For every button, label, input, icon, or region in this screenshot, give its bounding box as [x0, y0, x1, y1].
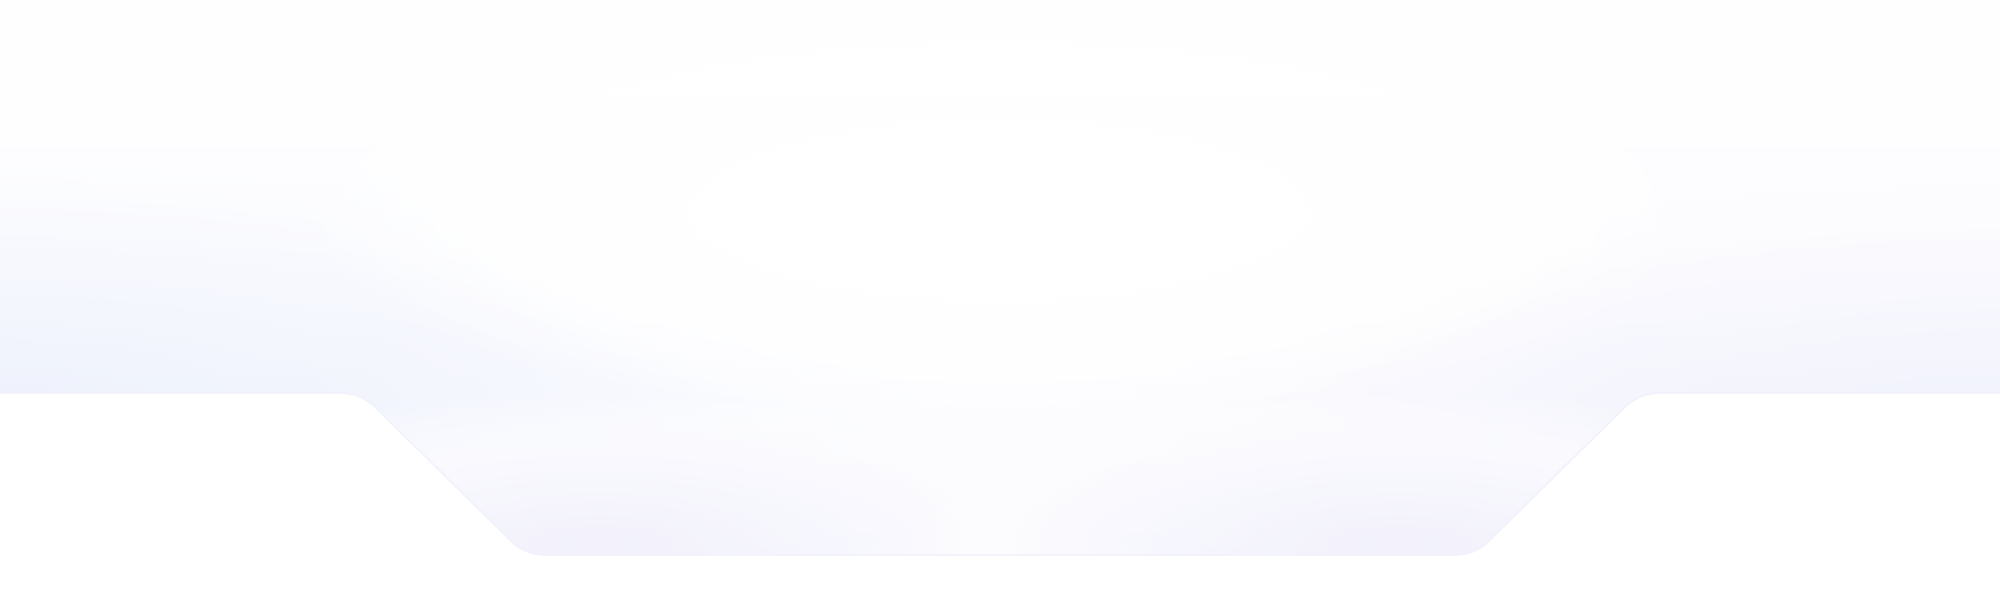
- header-background-svg: [0, 0, 2000, 556]
- decorative-header-shape: [0, 0, 2000, 556]
